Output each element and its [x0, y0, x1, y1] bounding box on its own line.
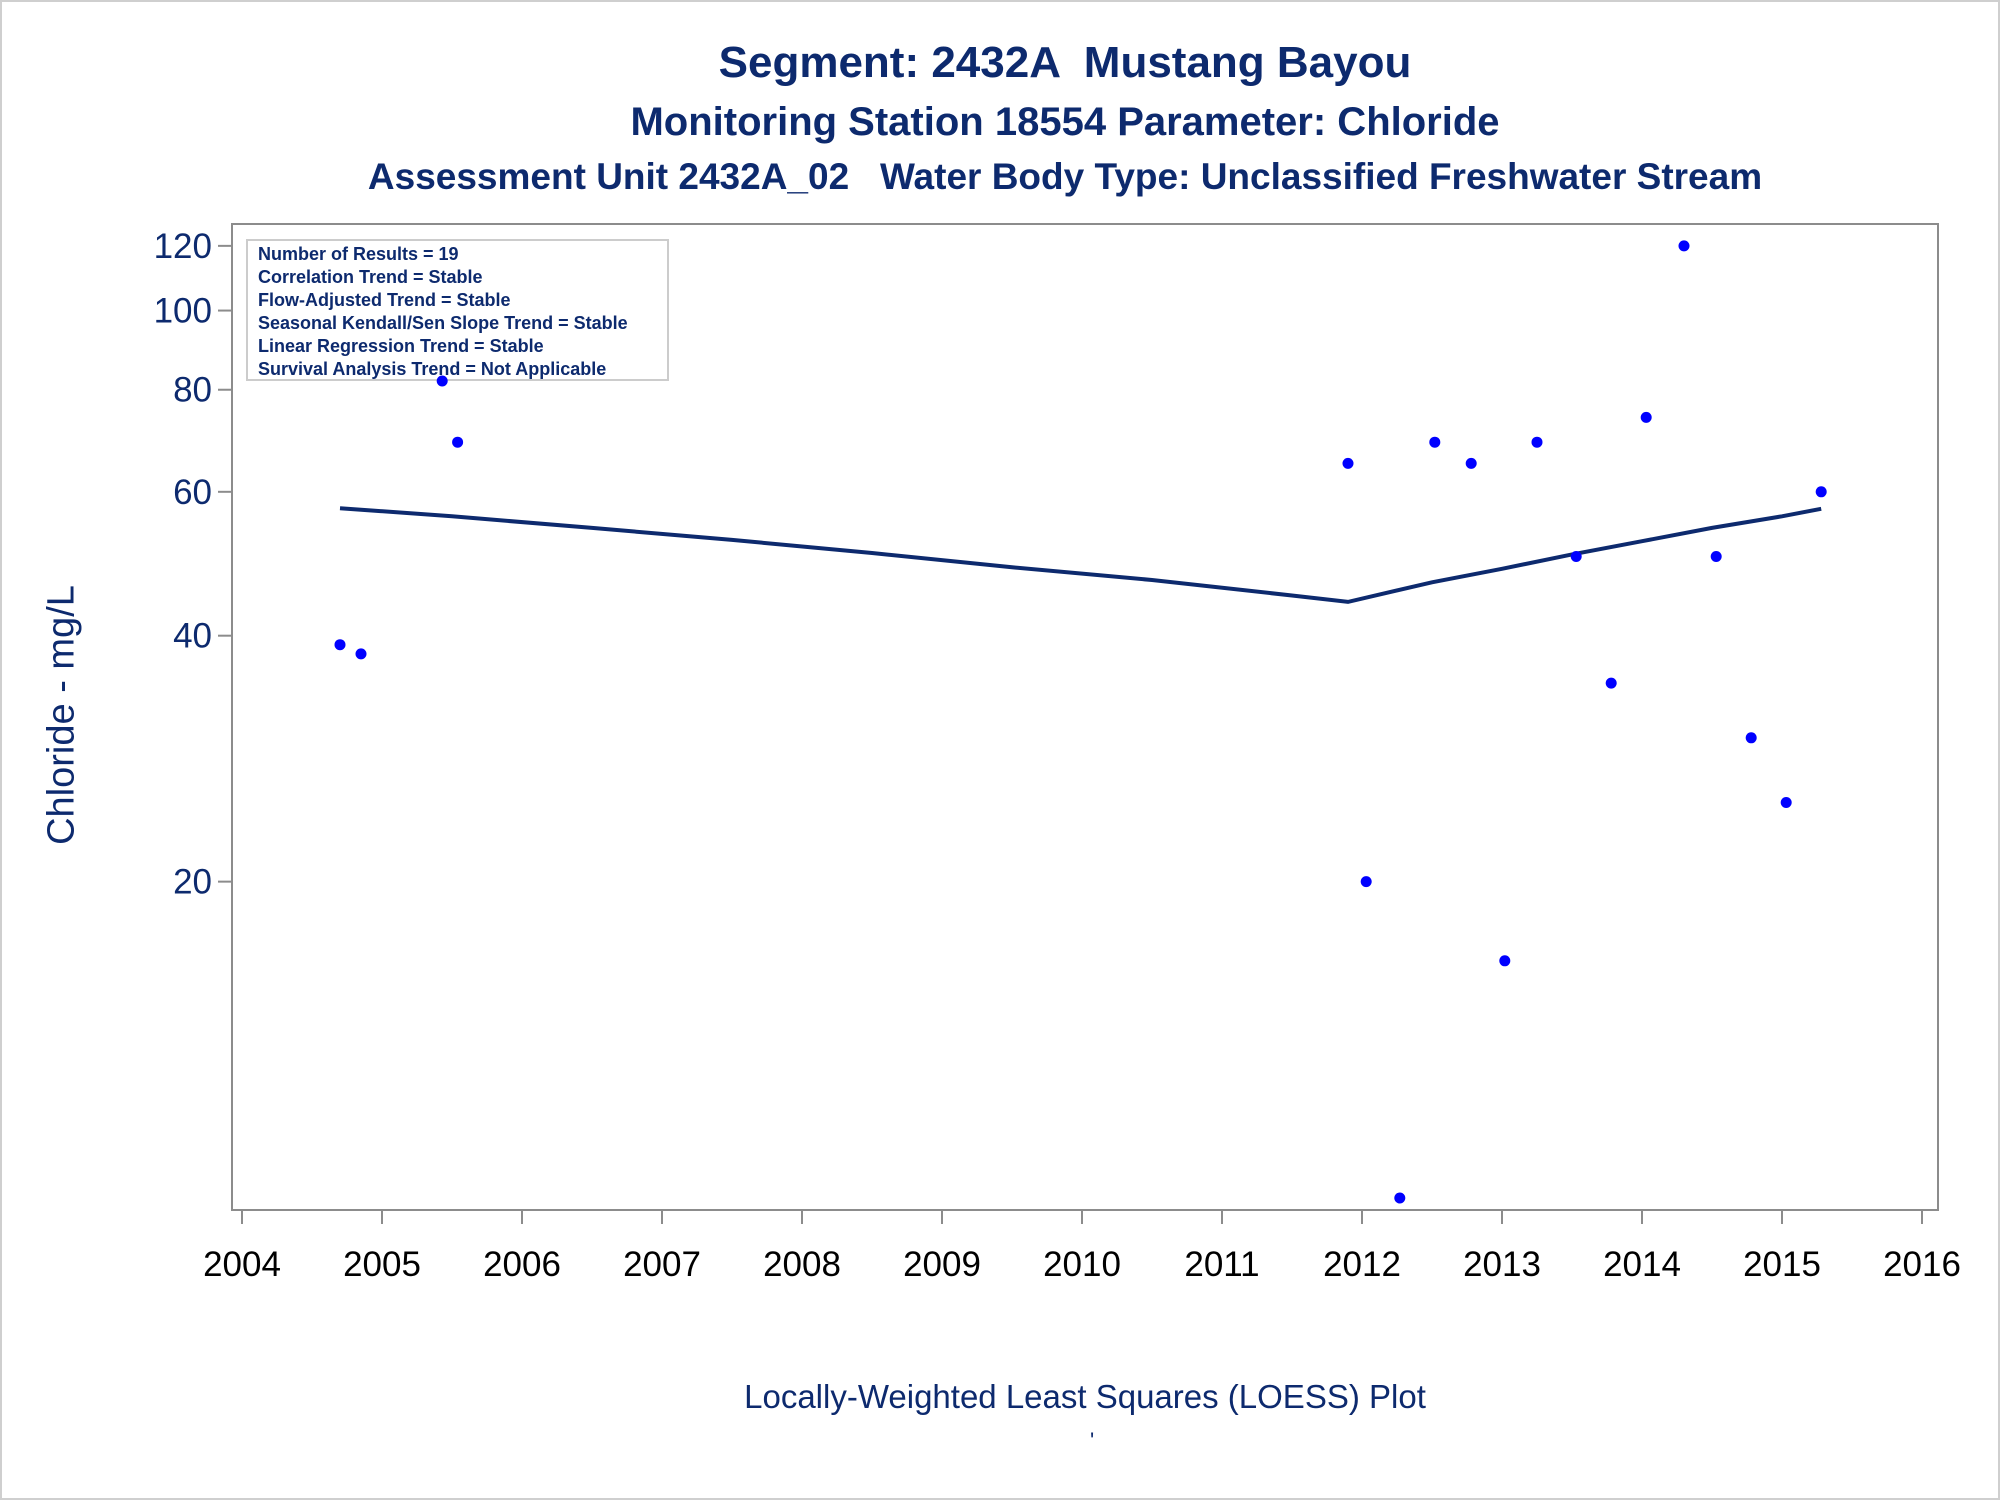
y-tick-label: 20	[173, 863, 212, 902]
chart-subtitle-assessment: Assessment Unit 2432A_02 Water Body Type…	[367, 156, 1763, 197]
data-point	[1605, 677, 1617, 689]
data-point	[1745, 732, 1757, 744]
x-tick-label: 2012	[1323, 1245, 1401, 1284]
data-point	[1815, 486, 1827, 498]
data-point	[1710, 551, 1722, 562]
data-point	[452, 436, 464, 448]
stats-line: Flow-Adjusted Trend = Stable	[258, 290, 511, 310]
x-tick-label: 2010	[1043, 1245, 1121, 1284]
data-point	[1342, 457, 1354, 469]
y-tick-label: 120	[154, 227, 212, 266]
stats-line: Correlation Trend = Stable	[258, 267, 483, 287]
x-tick-label: 2016	[1883, 1245, 1961, 1284]
x-tick-label: 2015	[1743, 1245, 1821, 1284]
x-tick-label: 2007	[623, 1245, 701, 1284]
data-point	[1640, 411, 1652, 423]
data-point	[1429, 436, 1441, 448]
data-point	[355, 648, 367, 660]
data-point	[1531, 436, 1543, 448]
chart-title: Segment: 2432A Mustang Bayou	[718, 38, 1412, 87]
stats-line: Linear Regression Trend = Stable	[258, 336, 544, 356]
data-point	[1678, 240, 1690, 252]
data-point	[1465, 457, 1477, 469]
footer-mark: '	[1090, 1428, 1095, 1453]
data-point	[1499, 955, 1511, 967]
x-tick-label: 2005	[343, 1245, 421, 1284]
x-tick-label: 2009	[903, 1245, 981, 1284]
x-tick-label: 2011	[1184, 1245, 1259, 1284]
data-points	[334, 240, 1827, 1204]
data-point	[1394, 1192, 1406, 1204]
plot-area	[231, 223, 1939, 1211]
data-point	[436, 375, 448, 387]
data-point	[334, 639, 346, 651]
stats-box-border	[246, 239, 669, 381]
stats-line: Number of Results = 19	[258, 244, 459, 264]
data-point	[1570, 551, 1582, 562]
y-tick-label: 40	[173, 617, 212, 656]
y-tick-label: 80	[173, 371, 212, 410]
data-point	[1360, 876, 1372, 888]
stats-line: Seasonal Kendall/Sen Slope Trend = Stabl…	[258, 313, 628, 333]
loess-line	[339, 506, 1822, 604]
y-tick-label: 100	[154, 292, 212, 331]
chart-subtitle-station: Monitoring Station 18554 Parameter: Chlo…	[630, 100, 1500, 144]
y-axis: 20 40 60 80 100 120	[154, 227, 232, 902]
chart-footer: Locally-Weighted Least Squares (LOESS) P…	[744, 1378, 1426, 1415]
x-tick-label: 2014	[1603, 1245, 1681, 1284]
data-point	[1780, 797, 1792, 808]
x-axis: 2004 2005 2006 2007 2008 2009 2010 2011 2012 2013…	[203, 1210, 1961, 1284]
y-tick-label: 60	[173, 473, 212, 512]
stats-line: Survival Analysis Trend = Not Applicable	[258, 359, 606, 379]
x-tick-label: 2013	[1463, 1245, 1541, 1284]
stats-box: Number of Results = 19 Correlation Trend …	[246, 239, 669, 381]
x-tick-label: 2006	[483, 1245, 561, 1284]
x-tick-label: 2008	[763, 1245, 841, 1284]
x-tick-label: 2004	[203, 1245, 281, 1284]
